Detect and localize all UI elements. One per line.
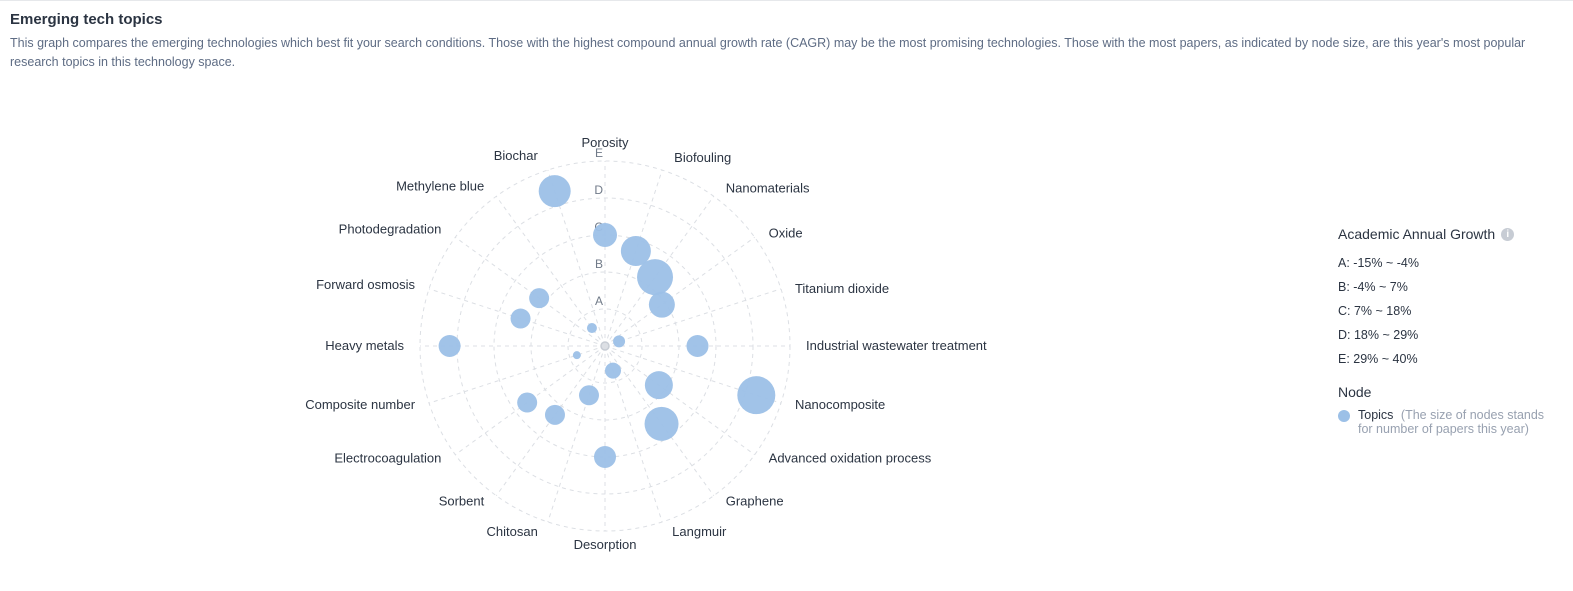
legend-band: C: 7% ~ 18% <box>1338 304 1558 318</box>
spoke-label: Advanced oxidation process <box>769 451 932 466</box>
spoke-label: Methylene blue <box>396 178 484 193</box>
spoke-label: Electrocoagulation <box>334 451 441 466</box>
topic-node[interactable] <box>645 407 679 441</box>
radial-chart-svg: ABCDEPorosityBiofoulingNanomaterialsOxid… <box>260 116 1040 586</box>
spoke-label: Nanomaterials <box>726 180 810 195</box>
topic-node[interactable] <box>545 405 565 425</box>
radial-spoke <box>548 346 605 522</box>
topic-node[interactable] <box>517 393 537 413</box>
ring-label: B <box>595 257 603 271</box>
spoke-label: Porosity <box>582 135 629 150</box>
legend-node-label: Topics <box>1358 408 1393 422</box>
legend-band: D: 18% ~ 29% <box>1338 328 1558 342</box>
topic-node[interactable] <box>587 323 597 333</box>
header: Emerging tech topics This graph compares… <box>0 1 1573 72</box>
page-title: Emerging tech topics <box>10 11 1563 28</box>
legend-dot-icon <box>1338 410 1350 422</box>
legend-node-title: Node <box>1338 384 1558 400</box>
topic-node[interactable] <box>637 259 673 295</box>
page: Emerging tech topics This graph compares… <box>0 0 1573 586</box>
legend-node-row: Topics (The size of nodes stands for num… <box>1338 408 1558 436</box>
topic-node[interactable] <box>594 446 616 468</box>
spoke-label: Sorbent <box>439 494 485 509</box>
spoke-label: Nanocomposite <box>795 397 885 412</box>
legend-node-line: Topics (The size of nodes stands for num… <box>1358 408 1558 436</box>
legend: Academic Annual Growth i A: -15% ~ -4% B:… <box>1338 226 1558 436</box>
legend-band: E: 29% ~ 40% <box>1338 352 1558 366</box>
spoke-label: Forward osmosis <box>316 277 415 292</box>
spoke-label: Biochar <box>494 148 539 163</box>
topic-node[interactable] <box>645 371 673 399</box>
topic-node[interactable] <box>649 292 675 318</box>
spoke-label: Langmuir <box>672 524 727 539</box>
topic-node[interactable] <box>539 175 571 207</box>
spoke-label: Industrial wastewater treatment <box>806 338 987 353</box>
radial-chart: ABCDEPorosityBiofoulingNanomaterialsOxid… <box>260 116 1040 586</box>
legend-band: A: -15% ~ -4% <box>1338 256 1558 270</box>
legend-band: B: -4% ~ 7% <box>1338 280 1558 294</box>
spoke-label: Titanium dioxide <box>795 281 889 296</box>
ring-label: A <box>595 294 603 308</box>
spoke-label: Composite number <box>305 397 415 412</box>
spoke-label: Desorption <box>574 537 637 552</box>
topic-node[interactable] <box>573 351 581 359</box>
radial-spoke <box>605 346 755 455</box>
topic-node[interactable] <box>605 363 621 379</box>
topic-node[interactable] <box>737 376 775 414</box>
legend-title: Academic Annual Growth i <box>1338 226 1558 242</box>
legend-title-text: Academic Annual Growth <box>1338 226 1495 242</box>
spoke-label: Oxide <box>769 225 803 240</box>
spoke-label: Chitosan <box>487 524 538 539</box>
spoke-label: Photodegradation <box>339 221 442 236</box>
topic-node[interactable] <box>687 335 709 357</box>
info-icon[interactable]: i <box>1501 228 1514 241</box>
topic-node[interactable] <box>579 385 599 405</box>
topic-node[interactable] <box>593 223 617 247</box>
spoke-label: Biofouling <box>674 150 731 165</box>
topic-node[interactable] <box>511 309 531 329</box>
spoke-label: Graphene <box>726 494 784 509</box>
page-subtitle: This graph compares the emerging technol… <box>10 34 1563 72</box>
topic-node[interactable] <box>613 335 625 347</box>
topic-node[interactable] <box>529 288 549 308</box>
spoke-label: Heavy metals <box>325 338 404 353</box>
ring-label: D <box>594 183 603 197</box>
topic-node[interactable] <box>439 335 461 357</box>
radial-spoke <box>455 237 605 346</box>
legend-bands: A: -15% ~ -4% B: -4% ~ 7% C: 7% ~ 18% D: 18… <box>1338 256 1558 366</box>
